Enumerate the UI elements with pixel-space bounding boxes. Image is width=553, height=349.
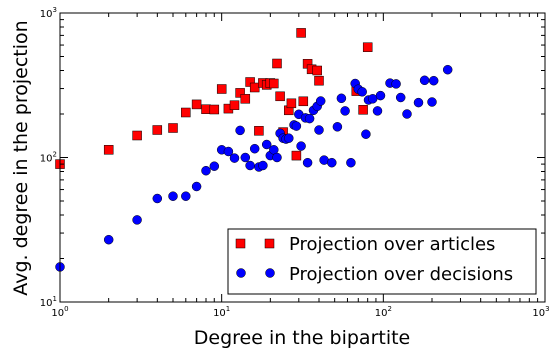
decision-point-55 — [413, 97, 424, 108]
decision-point-45 — [357, 87, 367, 97]
y-tick-label: 103 — [40, 6, 57, 20]
decision-point-40 — [336, 93, 347, 104]
article-point-7 — [201, 104, 211, 114]
decision-point-32 — [304, 113, 315, 124]
decision-point-3 — [152, 193, 163, 204]
article-point-1 — [103, 145, 114, 155]
legend: Projection over articles Projection over… — [227, 228, 537, 295]
decision-point-8 — [209, 161, 220, 171]
decision-point-38 — [327, 157, 337, 168]
x-tick-label: 103 — [532, 305, 549, 319]
x-axis-title: Degree in the bipartite — [194, 327, 411, 349]
y-tick-label: 101 — [40, 295, 57, 309]
decision-point-18 — [261, 139, 272, 150]
decision-point-57 — [427, 97, 437, 107]
article-point-21 — [272, 58, 282, 69]
decision-point-14 — [245, 160, 255, 171]
decision-point-39 — [332, 122, 343, 132]
article-point-28 — [298, 96, 309, 107]
decision-point-13 — [240, 152, 251, 163]
article-point-22 — [275, 91, 285, 102]
decision-point-29 — [296, 141, 306, 151]
decision-point-12 — [235, 125, 245, 136]
decision-point-1 — [103, 234, 114, 245]
article-point-34 — [362, 42, 373, 52]
decision-point-50 — [375, 90, 386, 101]
article-point-33 — [358, 105, 368, 115]
article-point-6 — [191, 99, 202, 110]
decision-point-59 — [442, 64, 453, 75]
legend-box — [227, 228, 537, 295]
legend-decisions-label: Projection over decisions — [289, 264, 513, 285]
legend-articles-marker-right — [264, 238, 275, 249]
legend-decisions-marker-left — [236, 268, 246, 278]
decision-point-36 — [315, 96, 326, 106]
axis-ticks — [59, 12, 546, 303]
article-point-3 — [152, 125, 163, 135]
x-tick-label: 100 — [51, 305, 68, 319]
article-point-25 — [286, 98, 297, 109]
decision-point-2 — [132, 215, 142, 225]
decision-point-31 — [302, 157, 313, 168]
legend-articles-marker-left — [235, 238, 246, 249]
decision-point-42 — [346, 157, 356, 168]
article-point-5 — [181, 107, 191, 118]
decision-point-10 — [223, 146, 234, 157]
decision-point-53 — [395, 92, 406, 103]
decision-point-41 — [340, 106, 350, 116]
x-tick-label: 102 — [375, 305, 392, 319]
decision-point-25 — [284, 133, 294, 143]
article-point-32 — [314, 75, 324, 86]
legend-decisions-marker-right — [265, 268, 275, 278]
article-point-13 — [240, 94, 251, 104]
article-point-27 — [296, 28, 306, 38]
y-tick-label: 102 — [40, 151, 57, 165]
decision-point-21 — [272, 152, 282, 163]
decision-point-27 — [291, 121, 302, 131]
decision-point-5 — [181, 191, 191, 201]
article-point-26 — [291, 150, 302, 161]
article-point-4 — [168, 123, 178, 133]
x-tick-label: 101 — [213, 305, 230, 319]
article-point-11 — [229, 100, 240, 110]
decision-point-49 — [372, 106, 383, 116]
article-point-20 — [269, 78, 279, 89]
decision-point-7 — [201, 165, 211, 176]
article-point-9 — [216, 84, 227, 94]
y-axis-title: Avg. degree in the projection — [10, 20, 32, 295]
decision-point-46 — [361, 129, 371, 139]
decision-point-11 — [229, 153, 240, 163]
decision-point-4 — [168, 191, 178, 201]
decision-point-6 — [191, 181, 202, 192]
article-point-31 — [312, 65, 322, 76]
article-point-15 — [249, 82, 260, 93]
article-point-8 — [209, 104, 220, 115]
decision-point-58 — [428, 75, 439, 86]
decision-point-54 — [402, 109, 412, 119]
series-articles-points — [55, 28, 373, 169]
decision-point-56 — [419, 75, 430, 86]
article-point-12 — [235, 88, 245, 98]
decision-point-52 — [391, 79, 401, 89]
decision-point-35 — [314, 125, 324, 135]
decision-point-15 — [249, 143, 260, 154]
decision-point-17 — [258, 160, 268, 171]
article-point-16 — [254, 126, 264, 136]
article-point-2 — [132, 130, 142, 141]
legend-articles-label: Projection over articles — [289, 234, 495, 255]
